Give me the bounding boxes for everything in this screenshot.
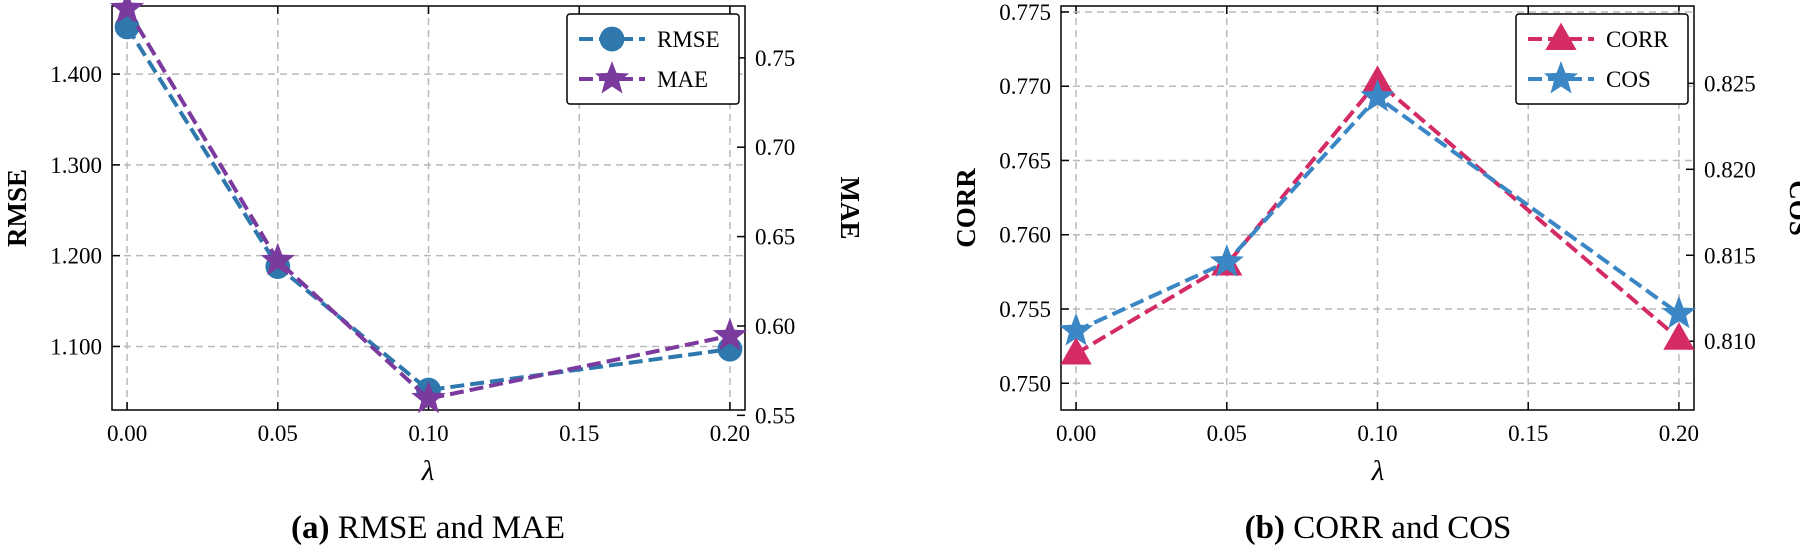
- legend-label-cos: COS: [1606, 67, 1651, 92]
- plot-frame: [111, 5, 746, 411]
- right-tick-label: 0.810: [1704, 329, 1756, 354]
- data-point-cos: [1360, 79, 1395, 112]
- left-tick-label: 0.755: [999, 297, 1051, 322]
- right-tick-label: 0.65: [755, 225, 795, 250]
- series-line-mae: [125, 7, 731, 401]
- right-tick-label: 0.815: [1704, 243, 1756, 268]
- data-point-cos: [1058, 312, 1094, 346]
- right-tick-label: 0.55: [755, 403, 795, 428]
- legend-label-corr: CORR: [1606, 27, 1669, 52]
- panel-caption: (b) CORR and COS: [1245, 510, 1512, 546]
- right-axis-label: COS: [1784, 180, 1800, 236]
- legend: RMSE MAE: [566, 13, 740, 105]
- chart-panel-corr-cos: 0.00 0.05 0.10 0.15 0.20 0.750 0.755 0.760 0.765…: [951, 0, 1800, 546]
- left-tick-label: 0.765: [999, 148, 1051, 173]
- right-tick-label: 0.825: [1704, 71, 1756, 96]
- data-point-mae: [712, 317, 748, 351]
- left-tick-label: 0.760: [999, 223, 1051, 248]
- x-axis-label: λ: [1371, 455, 1385, 487]
- series-line-cos: [1075, 95, 1681, 333]
- x-tick-label: 0.00: [107, 421, 147, 446]
- right-tick-label: 0.75: [755, 46, 795, 71]
- data-point-cos: [1661, 295, 1697, 329]
- left-tick-label: 1.200: [50, 244, 102, 269]
- data-point-cos: [1209, 244, 1244, 277]
- left-tick-label: 0.775: [999, 0, 1051, 25]
- x-tick-label: 0.00: [1056, 421, 1096, 446]
- left-tick-label: 1.100: [50, 334, 102, 359]
- x-tick-label: 0.20: [1659, 421, 1699, 446]
- data-point-corr: [1060, 337, 1092, 365]
- data-point-mae: [411, 380, 446, 414]
- x-tick-label: 0.15: [1508, 421, 1548, 446]
- legend-marker-corr: [1545, 22, 1577, 50]
- caption-tag: (b): [1245, 510, 1285, 546]
- right-tick-label: 0.60: [755, 314, 795, 339]
- plot-frame: [1060, 5, 1695, 411]
- x-tick-label: 0.10: [1357, 421, 1397, 446]
- caption-tag: (a): [291, 510, 329, 546]
- legend-marker-cos: [1543, 61, 1579, 94]
- left-tick-label: 1.400: [50, 62, 102, 87]
- x-tick-label: 0.05: [1207, 421, 1247, 446]
- left-axis-label: RMSE: [2, 169, 32, 247]
- panel-caption: (a) RMSE and MAE: [291, 510, 565, 546]
- chart-panel-rmse-mae: 0.00 0.05 0.10 0.15 0.20 1.100 1.200 1.300 1.400…: [2, 0, 865, 546]
- x-tick-label: 0.10: [408, 421, 448, 446]
- caption-text: CORR and COS: [1285, 510, 1511, 546]
- legend-label-mae: MAE: [657, 67, 708, 92]
- legend-marker-mae: [594, 61, 630, 94]
- data-point-corr: [1663, 322, 1695, 350]
- x-tick-label: 0.15: [559, 421, 599, 446]
- right-tick-label: 0.820: [1704, 157, 1756, 182]
- left-tick-label: 0.770: [999, 74, 1051, 99]
- series-line-rmse: [125, 25, 731, 393]
- x-tick-label: 0.20: [710, 421, 750, 446]
- legend-marker-rmse: [599, 26, 625, 52]
- data-point-mae: [109, 0, 145, 24]
- left-axis-label: CORR: [951, 168, 981, 248]
- legend-label-rmse: RMSE: [657, 27, 720, 52]
- right-tick-label: 0.70: [755, 135, 795, 160]
- left-tick-label: 0.750: [999, 371, 1051, 396]
- caption-text: RMSE and MAE: [329, 510, 565, 546]
- legend: CORR COS: [1515, 13, 1689, 105]
- series-line-corr: [1075, 79, 1681, 356]
- data-point-corr: [1361, 65, 1394, 93]
- data-point-mae: [260, 242, 295, 276]
- x-axis-label: λ: [421, 455, 435, 487]
- right-axis-label: MAE: [835, 177, 865, 240]
- left-tick-label: 1.300: [50, 153, 102, 178]
- x-tick-label: 0.05: [258, 421, 298, 446]
